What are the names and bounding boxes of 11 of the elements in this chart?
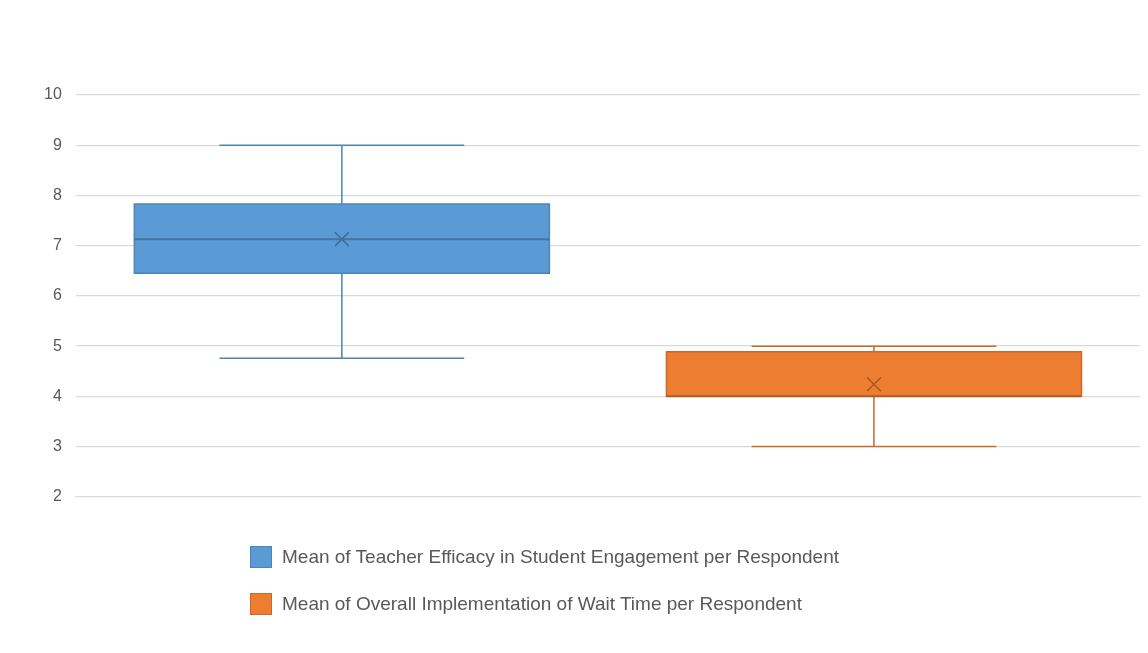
y-tick-label: 9 <box>52 135 62 153</box>
legend-label: Mean of Teacher Efficacy in Student Engagement per Respondent <box>282 546 839 568</box>
y-tick-label: 10 <box>44 85 62 103</box>
y-tick-label: 2 <box>52 487 62 505</box>
y-tick-label: 5 <box>52 336 62 354</box>
y-tick-label: 4 <box>52 386 62 404</box>
y-tick-label: 7 <box>52 236 62 254</box>
y-tick-label: 8 <box>52 185 62 203</box>
legend-label: Mean of Overall Implementation of Wait Time per Respondent <box>282 593 802 615</box>
y-tick-label: 6 <box>52 286 62 304</box>
y-tick-label: 3 <box>52 436 62 454</box>
